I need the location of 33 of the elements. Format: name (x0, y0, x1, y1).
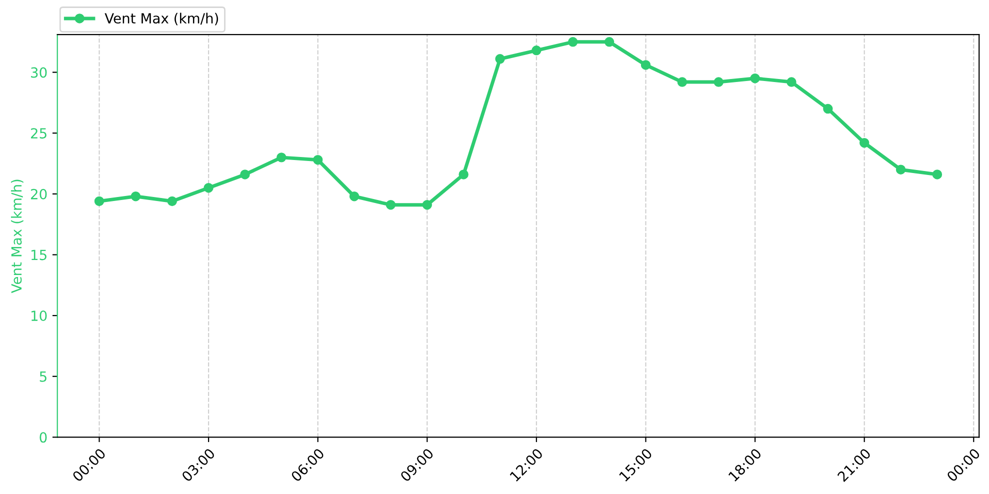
point (204, 182, 214, 193)
point (240, 170, 250, 180)
point (495, 54, 505, 64)
point (823, 104, 833, 114)
y-tick-label: 0 (40, 432, 47, 443)
point (640, 60, 651, 70)
y-tick-label: 10 (31, 310, 47, 322)
point (568, 37, 578, 47)
point (276, 152, 286, 162)
legend-label: Vent Max (km/h) (104, 12, 218, 26)
y-tick-label: 15 (31, 250, 46, 260)
point (458, 170, 468, 180)
point (896, 164, 906, 174)
point (349, 191, 360, 202)
y-tick-label: 25 (30, 128, 46, 139)
point (312, 155, 323, 165)
point (786, 77, 796, 87)
point (94, 196, 104, 206)
point (386, 200, 396, 210)
point (677, 77, 688, 87)
point (714, 77, 724, 87)
y-tick-label: 20 (30, 188, 47, 200)
point (422, 200, 432, 210)
point (932, 170, 942, 180)
point (750, 74, 760, 84)
point (859, 138, 870, 148)
point (167, 196, 177, 206)
point (130, 191, 141, 202)
point (604, 37, 614, 47)
point (532, 46, 542, 56)
y-tick-label: 30 (31, 67, 47, 78)
y-tick-label: 5 (40, 372, 46, 382)
y-axis-title: Vent Max (km/h) (10, 180, 24, 294)
